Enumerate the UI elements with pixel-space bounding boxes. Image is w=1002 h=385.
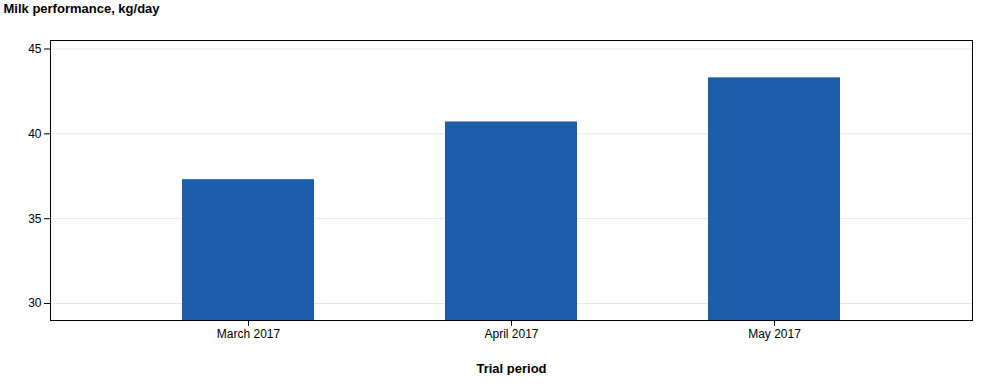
svg-text:Milk performance, kg/day: Milk performance, kg/day (4, 1, 161, 16)
svg-text:35: 35 (28, 212, 42, 226)
svg-text:May 2017: May 2017 (748, 327, 801, 341)
svg-text:Trial period: Trial period (476, 361, 546, 376)
svg-text:45: 45 (28, 42, 42, 56)
svg-text:40: 40 (28, 127, 42, 141)
svg-text:March 2017: March 2017 (217, 327, 281, 341)
svg-text:30: 30 (28, 296, 42, 310)
svg-text:April 2017: April 2017 (484, 327, 538, 341)
